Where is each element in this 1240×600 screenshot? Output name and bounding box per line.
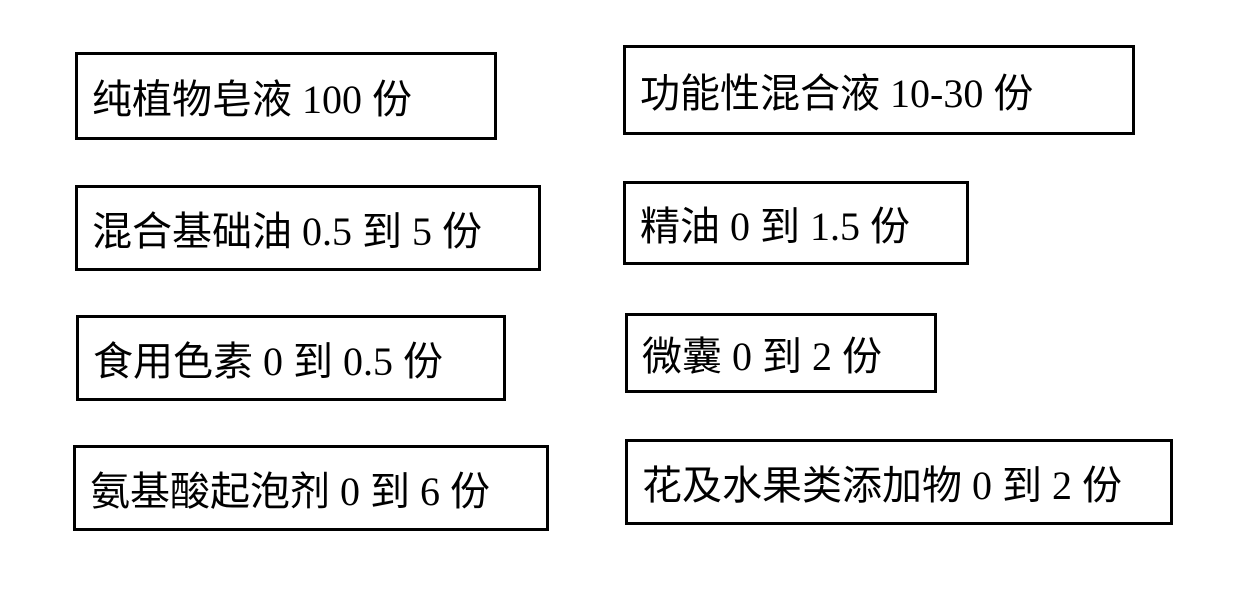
label-soap-liquid: 纯植物皂液 100 份 [92, 67, 412, 125]
label-microcapsule: 微囊 0 到 2 份 [642, 324, 882, 382]
label-functional-mix: 功能性混合液 10-30 份 [640, 61, 1033, 119]
diagram-container: 纯植物皂液 100 份 功能性混合液 10-30 份 混合基础油 0.5 到 5… [0, 0, 1240, 600]
label-base-oil: 混合基础油 0.5 到 5 份 [92, 199, 482, 257]
label-flower-fruit-additive: 花及水果类添加物 0 到 2 份 [642, 453, 1122, 511]
box-microcapsule: 微囊 0 到 2 份 [625, 313, 937, 393]
box-amino-acid-foaming: 氨基酸起泡剂 0 到 6 份 [73, 445, 549, 531]
box-soap-liquid: 纯植物皂液 100 份 [75, 52, 497, 140]
box-food-coloring: 食用色素 0 到 0.5 份 [76, 315, 506, 401]
label-essential-oil: 精油 0 到 1.5 份 [640, 194, 910, 252]
box-essential-oil: 精油 0 到 1.5 份 [623, 181, 969, 265]
box-flower-fruit-additive: 花及水果类添加物 0 到 2 份 [625, 439, 1173, 525]
box-functional-mix: 功能性混合液 10-30 份 [623, 45, 1135, 135]
box-base-oil: 混合基础油 0.5 到 5 份 [75, 185, 541, 271]
label-amino-acid-foaming: 氨基酸起泡剂 0 到 6 份 [90, 459, 490, 517]
label-food-coloring: 食用色素 0 到 0.5 份 [93, 329, 443, 387]
